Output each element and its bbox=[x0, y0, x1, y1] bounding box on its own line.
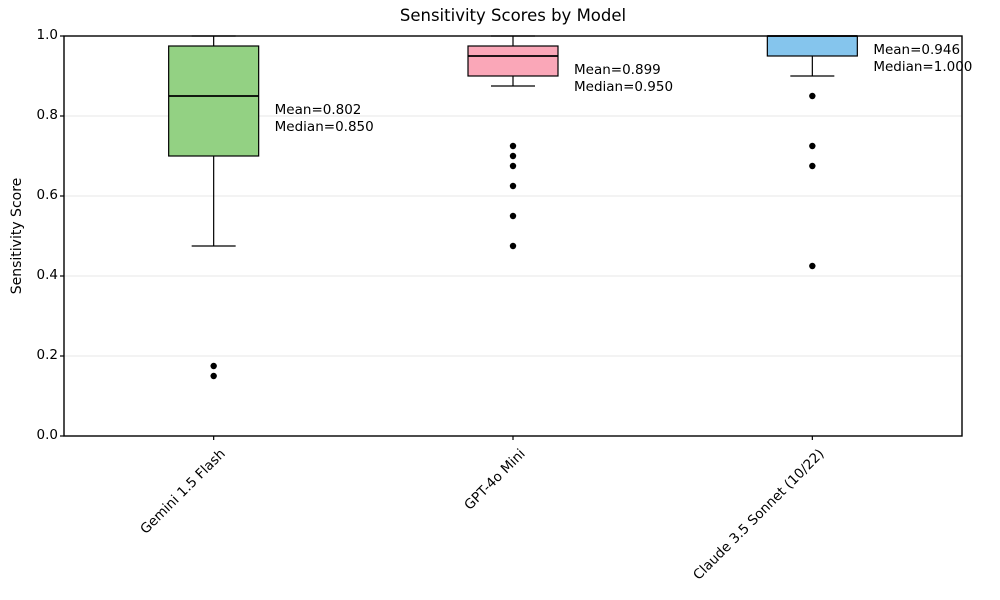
y-tick-label-0.6: 0.6 bbox=[36, 187, 58, 203]
outlier-dot-gemini-1-5-flash bbox=[210, 362, 217, 370]
outlier-dot-claude-3-5-sonnet-10-22 bbox=[809, 92, 816, 100]
annotation-line-gpt-4o-mini-0: Mean=0.899 bbox=[574, 62, 661, 78]
annotation-line-claude-3-5-sonnet-10-22-0: Mean=0.946 bbox=[873, 42, 961, 58]
annotation-gpt-4o-mini: Mean=0.899 Median=0.950 bbox=[574, 62, 673, 95]
y-tick-label-0.2: 0.2 bbox=[36, 347, 58, 363]
y-tick-label-1.0: 1.0 bbox=[36, 27, 58, 43]
annotation-gemini-1-5-flash: Mean=0.802 Median=0.850 bbox=[275, 102, 374, 135]
outlier-dot-claude-3-5-sonnet-10-22 bbox=[809, 262, 816, 270]
outlier-dot-gpt-4o-mini bbox=[509, 182, 517, 190]
box-gemini-1-5-flash bbox=[168, 45, 260, 157]
annotation-line-gemini-1-5-flash-1: Median=0.850 bbox=[274, 118, 374, 135]
y-tick-label-0.0: 0.0 bbox=[36, 427, 58, 443]
outlier-dot-gpt-4o-mini bbox=[509, 212, 517, 220]
box-gpt-4o-mini bbox=[467, 45, 559, 77]
box-claude-3-5-sonnet-10-22 bbox=[766, 35, 858, 57]
annotation-line-gpt-4o-mini-1: Median=0.950 bbox=[574, 78, 674, 95]
annotation-line-gemini-1-5-flash-0: Mean=0.802 bbox=[274, 102, 362, 118]
outlier-dot-gpt-4o-mini bbox=[509, 152, 517, 160]
annotation-line-claude-3-5-sonnet-10-22-1: Median=1.000 bbox=[873, 58, 973, 75]
outlier-dot-gemini-1-5-flash bbox=[210, 372, 217, 380]
outlier-dot-claude-3-5-sonnet-10-22 bbox=[809, 162, 816, 170]
outlier-dot-gpt-4o-mini bbox=[509, 162, 517, 170]
outlier-dot-gpt-4o-mini bbox=[509, 142, 517, 150]
y-tick-label-0.4: 0.4 bbox=[36, 267, 58, 283]
annotation-claude-3-5-sonnet-10-22: Mean=0.946 Median=1.000 bbox=[873, 42, 972, 75]
outlier-dot-claude-3-5-sonnet-10-22 bbox=[809, 142, 816, 150]
outlier-dot-gpt-4o-mini bbox=[509, 242, 517, 250]
plot-border bbox=[63, 35, 963, 437]
chart-title: Sensitivity Scores by Model bbox=[399, 6, 627, 25]
y-tick-label-0.8: 0.8 bbox=[36, 107, 58, 123]
